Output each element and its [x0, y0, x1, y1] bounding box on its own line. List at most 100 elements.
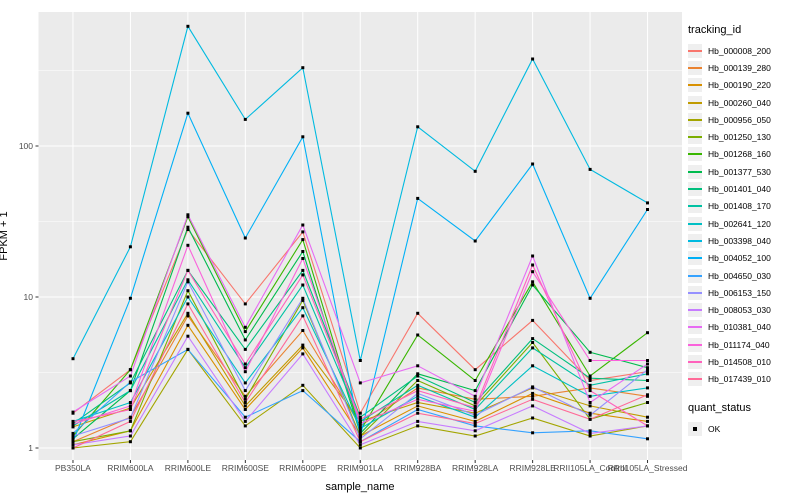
legend-item-Hb_008053_030: Hb_008053_030	[688, 301, 800, 318]
legend-item-Hb_001377_530: Hb_001377_530	[688, 163, 800, 180]
x-tick-label: RRIM600LA	[107, 463, 154, 473]
y-axis-title: FPKM + 1	[0, 211, 10, 261]
data-point	[473, 422, 477, 426]
data-point	[358, 415, 362, 419]
legend-item-Hb_011174_040: Hb_011174_040	[688, 336, 800, 353]
data-point	[243, 401, 247, 404]
data-point	[358, 422, 362, 426]
legend-key-swatch	[688, 130, 702, 145]
legend-key-line	[688, 84, 702, 87]
y-tick-label: 1	[28, 443, 33, 453]
data-point	[646, 386, 649, 390]
data-point	[358, 381, 362, 385]
legend-key-swatch	[688, 421, 702, 436]
legend-item-label: Hb_001408_170	[708, 201, 771, 212]
data-point	[473, 408, 477, 411]
data-point	[243, 330, 247, 334]
data-point	[71, 357, 75, 361]
data-point	[416, 374, 420, 378]
data-point	[646, 372, 649, 376]
data-point	[416, 404, 420, 408]
data-point	[128, 374, 132, 378]
legend-key-line	[688, 101, 702, 104]
data-point	[416, 379, 420, 382]
data-point	[128, 389, 132, 393]
legend-item-Hb_000956_050: Hb_000956_050	[688, 111, 800, 128]
data-point	[186, 334, 190, 338]
data-point	[186, 289, 190, 293]
data-point	[186, 225, 190, 229]
data-point	[531, 162, 535, 166]
data-point	[416, 408, 420, 411]
data-point	[358, 417, 362, 421]
data-point	[531, 404, 535, 408]
data-point	[416, 389, 420, 393]
data-point	[588, 376, 592, 380]
data-point	[531, 385, 535, 389]
data-point	[186, 243, 190, 247]
legend-item-label: Hb_002641_120	[708, 218, 771, 229]
data-point	[186, 228, 190, 231]
data-point	[128, 296, 132, 300]
data-point	[588, 431, 592, 435]
data-point	[473, 434, 477, 438]
x-axis-title: sample_name	[325, 481, 395, 493]
data-point	[473, 415, 477, 419]
legend-item-Hb_014508_010: Hb_014508_010	[688, 353, 800, 370]
data-point	[186, 280, 190, 284]
data-point	[588, 296, 592, 300]
legend-title-quant-status: quant_status	[688, 401, 751, 414]
legend-item-label: Hb_008053_030	[708, 305, 771, 316]
y-tick-label: 100	[19, 141, 33, 151]
legend-item-label: Hb_004052_100	[708, 253, 771, 264]
legend-item-Hb_001250_130: Hb_001250_130	[688, 128, 800, 145]
legend-key-line	[688, 360, 702, 363]
legend-key-line	[688, 378, 702, 381]
data-point	[416, 424, 420, 428]
data-point	[71, 431, 75, 435]
data-point	[71, 410, 75, 414]
data-point	[531, 346, 535, 350]
data-point	[301, 306, 305, 310]
data-point	[243, 419, 247, 423]
data-point	[531, 337, 535, 341]
data-point	[128, 401, 132, 404]
data-point	[416, 397, 420, 401]
data-point	[646, 201, 649, 205]
data-point	[301, 268, 305, 272]
data-point	[186, 268, 190, 272]
data-point	[416, 391, 420, 395]
data-point	[358, 411, 362, 415]
data-point	[646, 331, 649, 335]
data-point	[243, 394, 247, 398]
data-point	[646, 419, 649, 423]
data-point	[243, 236, 247, 240]
data-point	[243, 408, 247, 411]
data-point	[531, 341, 535, 344]
data-point	[416, 372, 420, 376]
data-point	[301, 273, 305, 277]
legend-key-swatch	[688, 233, 702, 248]
data-point	[71, 443, 75, 447]
legend-key-line	[688, 136, 702, 139]
legend-item-label: Hb_011174_040	[708, 339, 770, 350]
legend-item-label: Hb_004650_030	[708, 270, 771, 281]
data-point	[646, 437, 649, 441]
data-point	[588, 383, 592, 387]
legend-item-Hb_010381_040: Hb_010381_040	[688, 319, 800, 336]
data-point	[358, 426, 362, 430]
legend-key-line	[688, 239, 702, 242]
data-point	[301, 66, 305, 70]
legend-item-label: Hb_000139_280	[708, 62, 771, 73]
data-point	[186, 215, 190, 219]
data-point	[588, 413, 592, 417]
data-point	[301, 250, 305, 253]
data-point	[531, 318, 535, 322]
data-point	[588, 350, 592, 354]
data-point	[416, 411, 420, 415]
legend-key-line	[688, 257, 702, 260]
data-point	[128, 440, 132, 444]
data-point	[416, 196, 420, 200]
data-point	[301, 238, 305, 242]
